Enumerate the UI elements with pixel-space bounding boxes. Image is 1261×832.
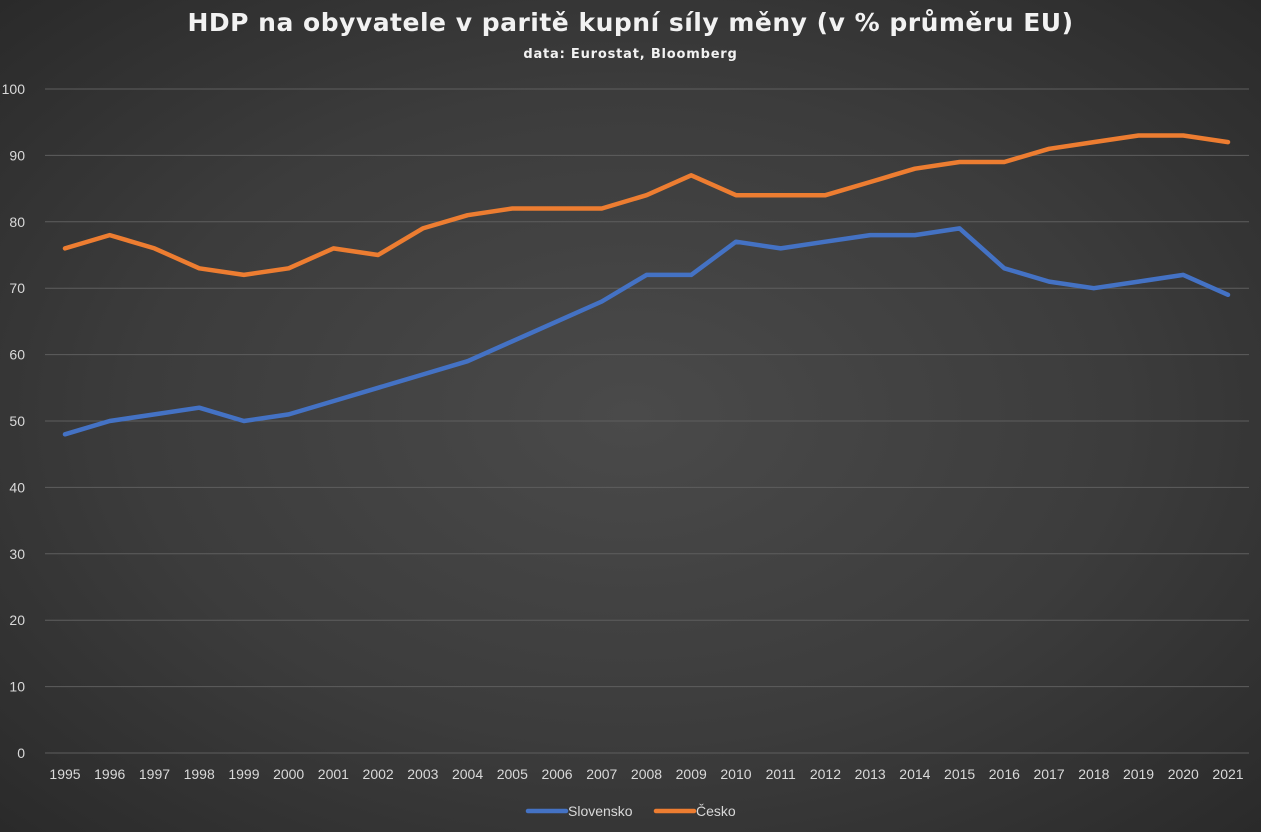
x-tick-label: 2009 (676, 766, 707, 782)
y-axis-ticks: 0 10 20 30 40 50 60 70 80 90 100 (2, 81, 26, 761)
x-tick-label: 2003 (407, 766, 438, 782)
legend-item: Slovensko (525, 803, 633, 819)
gridlines (45, 88, 1249, 754)
x-tick-label: 2013 (855, 766, 886, 782)
y-tick-label: 30 (9, 546, 25, 562)
x-tick-label: 2017 (1033, 766, 1064, 782)
x-tick-label: 2015 (944, 766, 975, 782)
legend: Slovensko Česko (525, 803, 736, 819)
x-tick-label: 2000 (273, 766, 304, 782)
x-tick-label: 2007 (586, 766, 617, 782)
legend-label: Česko (696, 803, 736, 819)
series-lines (62, 133, 1231, 437)
x-tick-label: 2020 (1168, 766, 1199, 782)
y-tick-label: 80 (9, 214, 25, 230)
y-tick-label: 100 (2, 81, 26, 97)
x-tick-label: 1998 (184, 766, 215, 782)
chart-title: HDP na obyvatele v paritě kupní síly měn… (187, 8, 1074, 37)
x-tick-label: 2011 (766, 766, 796, 782)
x-axis-ticks: 1995 1996 1997 1998 1999 2000 2001 2002 2003 2004… (49, 766, 1243, 782)
y-tick-label: 50 (9, 413, 25, 429)
x-tick-label: 2018 (1078, 766, 1109, 782)
x-tick-label: 2021 (1212, 766, 1243, 782)
legend-label: Slovensko (568, 803, 633, 819)
y-tick-label: 0 (17, 745, 25, 761)
x-tick-label: 2005 (497, 766, 528, 782)
y-tick-label: 40 (9, 479, 25, 495)
y-tick-label: 60 (9, 347, 25, 363)
x-tick-label: 1995 (49, 766, 80, 782)
x-tick-label: 2016 (989, 766, 1020, 782)
x-tick-label: 2004 (452, 766, 483, 782)
chart-subtitle: data: Eurostat, Bloomberg (523, 47, 738, 62)
legend-item: Česko (653, 803, 736, 819)
series-line--esko (62, 133, 1231, 278)
y-tick-label: 70 (9, 280, 25, 296)
x-tick-label: 2006 (541, 766, 572, 782)
y-tick-label: 20 (9, 612, 25, 628)
x-tick-label: 1997 (139, 766, 170, 782)
x-tick-label: 2001 (318, 766, 349, 782)
x-tick-label: 1996 (94, 766, 125, 782)
x-tick-label: 2012 (810, 766, 841, 782)
y-tick-label: 90 (9, 147, 25, 163)
series-line-slovensko (62, 226, 1231, 437)
x-tick-label: 2014 (899, 766, 930, 782)
x-tick-label: 1999 (228, 766, 259, 782)
x-tick-label: 2010 (720, 766, 751, 782)
x-tick-label: 2008 (631, 766, 662, 782)
y-tick-label: 10 (9, 679, 25, 695)
x-tick-label: 2002 (363, 766, 394, 782)
x-tick-label: 2019 (1123, 766, 1154, 782)
